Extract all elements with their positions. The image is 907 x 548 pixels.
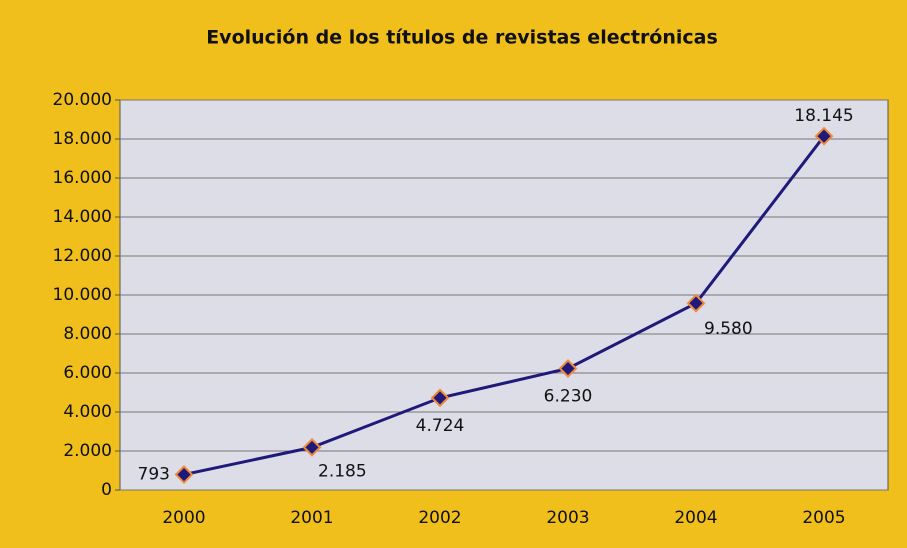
marker (430, 388, 450, 408)
y-tick-label: 12.000 (53, 246, 112, 266)
data-label: 793 (138, 465, 170, 485)
x-tick-label: 2004 (674, 508, 717, 528)
x-tick-label: 2005 (802, 508, 845, 528)
y-tick-label: 8.000 (63, 324, 112, 344)
y-tick-label: 4.000 (63, 402, 112, 422)
x-tick-label: 2002 (418, 508, 461, 528)
y-tick-label: 14.000 (53, 207, 112, 227)
data-label: 4.724 (416, 416, 465, 436)
marker (558, 359, 578, 378)
marker (174, 465, 194, 484)
x-tick-label: 2001 (290, 508, 333, 528)
data-label: 18.145 (794, 106, 853, 126)
y-tick-label: 10.000 (53, 285, 112, 305)
x-tick-label: 2000 (162, 508, 205, 528)
chart-title: Evolución de los títulos de revistas ele… (206, 27, 718, 49)
x-tick-label: 2003 (546, 508, 589, 528)
y-tick-label: 2.000 (63, 441, 112, 461)
data-label: 9.580 (704, 319, 753, 339)
marker (302, 437, 322, 457)
data-label: 6.230 (544, 387, 593, 407)
y-tick-label: 0 (101, 480, 112, 500)
marker (814, 126, 834, 146)
data-label: 2.185 (318, 461, 367, 481)
y-tick-label: 16.000 (53, 168, 112, 188)
y-tick-label: 18.000 (53, 129, 112, 149)
y-tick-label: 20.000 (53, 90, 112, 110)
line (183, 135, 826, 477)
y-tick-label: 6.000 (63, 363, 112, 383)
marker (686, 293, 706, 313)
